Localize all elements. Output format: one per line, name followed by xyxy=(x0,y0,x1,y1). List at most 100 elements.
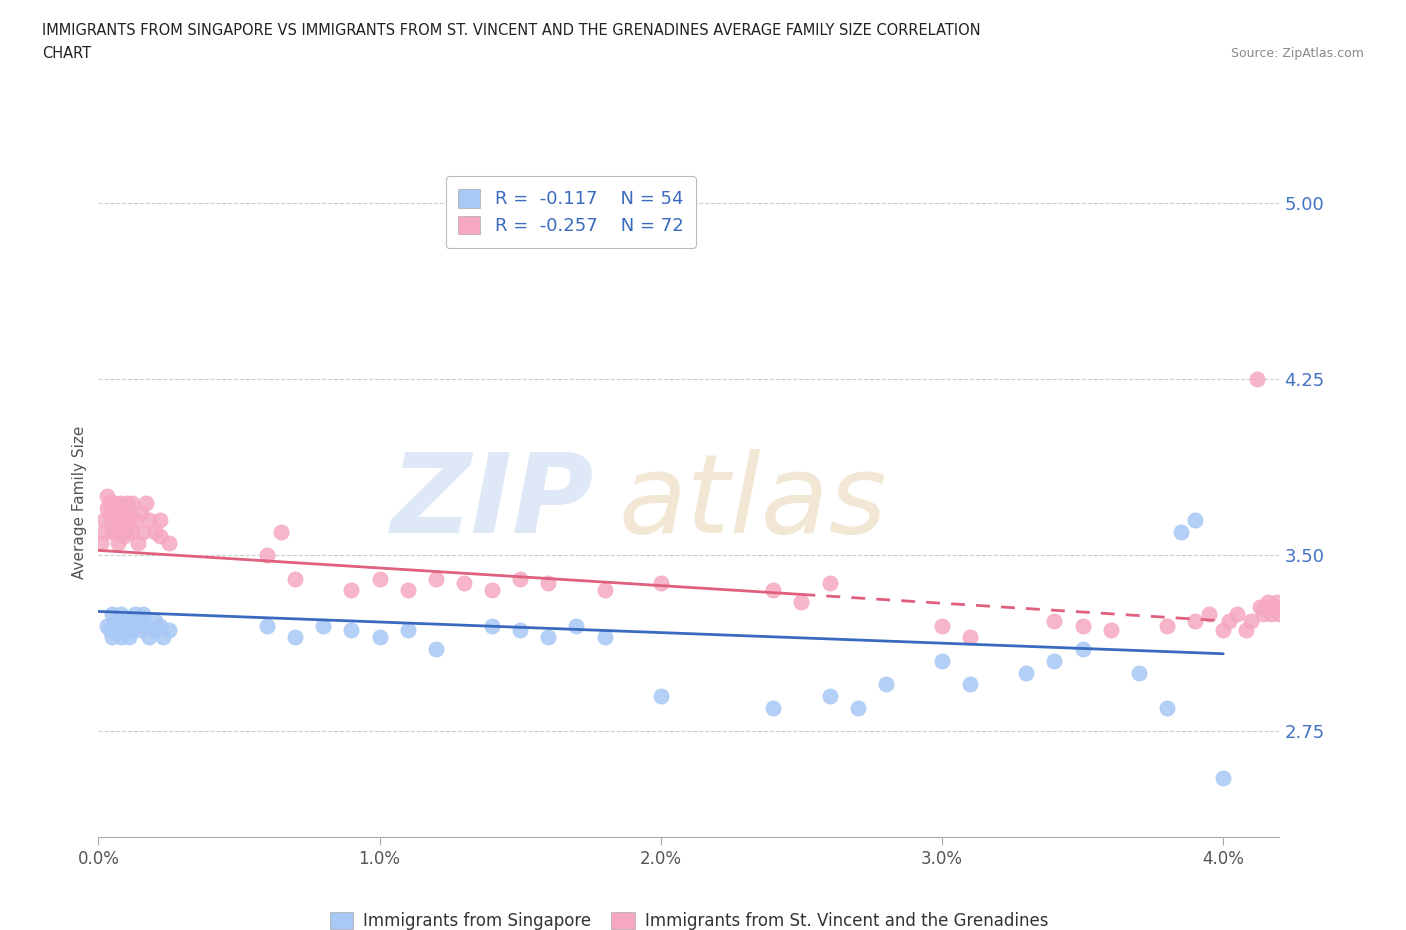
Point xyxy=(312,618,335,633)
Point xyxy=(112,529,135,544)
Point xyxy=(112,614,135,629)
Point xyxy=(1260,606,1282,621)
Point xyxy=(368,630,391,644)
Point xyxy=(1268,606,1291,621)
Point xyxy=(107,512,129,527)
Point xyxy=(149,618,172,633)
Point xyxy=(101,606,124,621)
Point xyxy=(96,489,118,504)
Point xyxy=(481,618,503,633)
Point xyxy=(425,642,447,657)
Point xyxy=(110,630,132,644)
Point xyxy=(1240,614,1263,629)
Point xyxy=(127,536,149,551)
Point xyxy=(138,512,160,527)
Point xyxy=(1156,700,1178,715)
Text: ZIP: ZIP xyxy=(391,448,595,556)
Point xyxy=(104,505,127,520)
Point xyxy=(1184,614,1206,629)
Point xyxy=(593,583,616,598)
Point xyxy=(509,571,531,586)
Point xyxy=(149,529,172,544)
Point xyxy=(118,512,141,527)
Point xyxy=(537,630,560,644)
Point xyxy=(1212,623,1234,638)
Point xyxy=(1249,599,1271,614)
Point xyxy=(1257,594,1279,609)
Point xyxy=(1184,512,1206,527)
Point xyxy=(96,500,118,515)
Point xyxy=(1156,618,1178,633)
Point xyxy=(931,654,953,669)
Point xyxy=(98,623,121,638)
Point xyxy=(107,618,129,633)
Point xyxy=(121,614,143,629)
Point xyxy=(650,688,672,703)
Text: IMMIGRANTS FROM SINGAPORE VS IMMIGRANTS FROM ST. VINCENT AND THE GRENADINES AVER: IMMIGRANTS FROM SINGAPORE VS IMMIGRANTS … xyxy=(42,23,981,38)
Point xyxy=(931,618,953,633)
Point xyxy=(121,496,143,511)
Point xyxy=(124,606,146,621)
Point xyxy=(846,700,869,715)
Point xyxy=(256,618,278,633)
Point xyxy=(127,618,149,633)
Point xyxy=(149,512,172,527)
Point xyxy=(152,630,174,644)
Point xyxy=(157,536,180,551)
Point xyxy=(340,623,363,638)
Point xyxy=(593,630,616,644)
Point xyxy=(157,623,180,638)
Point xyxy=(115,618,138,633)
Point xyxy=(107,623,129,638)
Point xyxy=(790,594,813,609)
Point xyxy=(650,576,672,591)
Point xyxy=(104,614,127,629)
Legend: Immigrants from Singapore, Immigrants from St. Vincent and the Grenadines: Immigrants from Singapore, Immigrants fr… xyxy=(323,906,1054,930)
Point xyxy=(129,614,152,629)
Point xyxy=(1015,665,1038,680)
Point xyxy=(93,525,115,539)
Point xyxy=(1071,618,1094,633)
Point xyxy=(537,576,560,591)
Point xyxy=(1251,606,1274,621)
Point xyxy=(1265,594,1288,609)
Point xyxy=(138,630,160,644)
Point xyxy=(135,618,157,633)
Point xyxy=(110,505,132,520)
Point xyxy=(818,688,841,703)
Point xyxy=(98,496,121,511)
Point xyxy=(959,677,981,692)
Point xyxy=(1198,606,1220,621)
Point xyxy=(129,505,152,520)
Text: CHART: CHART xyxy=(42,46,91,61)
Point xyxy=(110,606,132,621)
Point xyxy=(1128,665,1150,680)
Point xyxy=(135,496,157,511)
Point xyxy=(396,623,419,638)
Point xyxy=(124,512,146,527)
Point xyxy=(762,700,785,715)
Point xyxy=(256,548,278,563)
Point xyxy=(270,525,292,539)
Point xyxy=(104,496,127,511)
Point xyxy=(1170,525,1192,539)
Point xyxy=(425,571,447,586)
Point xyxy=(101,630,124,644)
Point xyxy=(368,571,391,586)
Point xyxy=(93,512,115,527)
Point xyxy=(115,496,138,511)
Point xyxy=(90,536,112,551)
Point xyxy=(1099,623,1122,638)
Point xyxy=(875,677,897,692)
Point xyxy=(129,623,152,638)
Point xyxy=(396,583,419,598)
Text: atlas: atlas xyxy=(619,448,887,556)
Point xyxy=(762,583,785,598)
Point xyxy=(121,623,143,638)
Point xyxy=(1246,371,1268,386)
Point xyxy=(143,614,166,629)
Point xyxy=(1218,614,1240,629)
Point xyxy=(110,496,132,511)
Point xyxy=(115,623,138,638)
Point xyxy=(1254,599,1277,614)
